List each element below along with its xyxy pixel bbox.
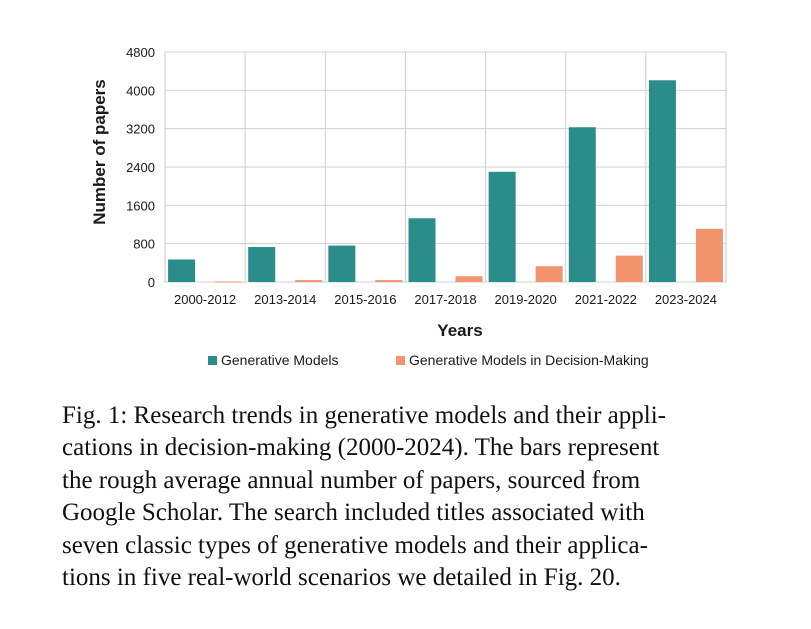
legend: Generative Models Generative Models in D…	[208, 352, 649, 368]
caption-line: Fig. 1: Research trends in generative mo…	[62, 402, 666, 429]
y-tick-label: 800	[133, 237, 155, 252]
y-tick-label: 4000	[126, 83, 155, 98]
y-tick-label: 2400	[126, 160, 155, 175]
bar-generative-models	[648, 80, 676, 282]
x-tick-label: 2000-2012	[174, 292, 236, 307]
y-tick-label: 3200	[126, 122, 155, 137]
caption-line: cations in decision-making (2000-2024). …	[62, 434, 660, 462]
bar-decision-making	[695, 228, 723, 282]
bar-generative-models	[168, 259, 196, 282]
legend-label-decision-making: Generative Models in Decision-Making	[409, 352, 649, 368]
legend-swatch-decision-making	[396, 356, 405, 365]
legend-label-generative-models: Generative Models	[221, 352, 339, 368]
bars	[168, 80, 723, 283]
bar-decision-making	[215, 281, 243, 283]
bar-generative-models	[328, 245, 356, 282]
bar-generative-models	[408, 218, 436, 282]
x-tick-label: 2019-2020	[495, 292, 557, 307]
bar-chart: 0 800 1600 2400 3200 4000 4800 2000-2012 2013-2…	[90, 45, 727, 368]
legend-swatch-generative-models	[208, 356, 217, 365]
x-tick-label: 2021-2022	[575, 292, 637, 307]
bar-decision-making	[455, 276, 483, 282]
y-tick-label: 0	[148, 275, 155, 290]
y-tick-label: 1600	[126, 198, 155, 213]
caption-line: tions in five real-world scenarios we de…	[62, 564, 621, 592]
bar-decision-making	[375, 280, 403, 282]
bar-decision-making	[615, 255, 643, 282]
caption-line: Google Scholar. The search included titl…	[62, 499, 645, 527]
caption-line: seven classic types of generative models…	[62, 531, 648, 559]
y-axis-label: Number of papers	[90, 79, 109, 224]
x-tick-label: 2017-2018	[414, 292, 476, 307]
bar-decision-making	[295, 280, 323, 282]
x-tick-labels: 2000-2012 2013-2014 2015-2016 2017-2018 2019…	[174, 292, 717, 307]
bar-generative-models	[488, 171, 516, 282]
x-tick-label: 2015-2016	[334, 292, 396, 307]
y-tick-label: 4800	[126, 45, 155, 60]
y-tick-labels: 0 800 1600 2400 3200 4000 4800	[126, 45, 155, 290]
bar-generative-models	[248, 247, 276, 282]
x-tick-label: 2023-2024	[655, 292, 717, 307]
bar-decision-making	[535, 266, 563, 282]
x-tick-label: 2013-2014	[254, 292, 316, 307]
caption-line: the rough average annual number of paper…	[62, 466, 641, 494]
x-axis-label: Years	[437, 321, 482, 340]
figure-caption: Fig. 1: Research trends in generative mo…	[62, 400, 798, 594]
bar-generative-models	[568, 127, 596, 283]
